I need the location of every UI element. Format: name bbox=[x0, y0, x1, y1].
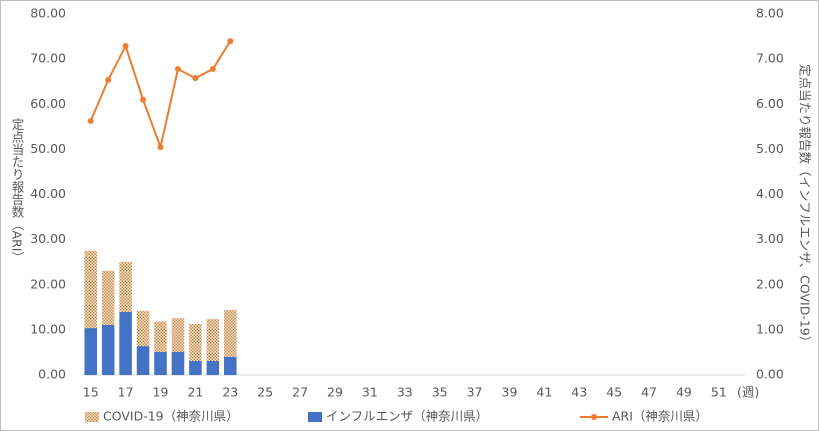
x-tick-label: 21 bbox=[187, 385, 203, 400]
x-tick-label: 17 bbox=[118, 385, 134, 400]
bar bbox=[154, 321, 167, 352]
bar bbox=[206, 319, 220, 362]
x-tick-label: 31 bbox=[362, 385, 378, 400]
y2-tick-label: 0.00 bbox=[756, 367, 784, 382]
y-tick-label: 70.00 bbox=[30, 51, 66, 66]
y2-tick-label: 7.00 bbox=[756, 51, 784, 66]
x-tick-label: 15 bbox=[83, 385, 99, 400]
y2-tick-label: 5.00 bbox=[756, 141, 784, 156]
line-marker bbox=[105, 76, 112, 83]
x-tick-label: 45 bbox=[606, 385, 622, 400]
x-tick-label: 23 bbox=[222, 385, 238, 400]
x-tick-label: 37 bbox=[467, 385, 483, 400]
y2-tick-label: 8.00 bbox=[756, 6, 784, 21]
y2-tick-label: 2.00 bbox=[756, 276, 784, 291]
bar bbox=[189, 361, 202, 375]
legend-label: COVID-19（神奈川県） bbox=[103, 409, 239, 424]
x-tick-label: 27 bbox=[292, 385, 308, 400]
line-marker bbox=[157, 144, 164, 151]
line-marker bbox=[87, 117, 94, 124]
line-marker bbox=[122, 43, 129, 50]
x-tick-label: 47 bbox=[641, 385, 657, 400]
legend-label: ARI（神奈川県） bbox=[612, 409, 708, 424]
x-tick-label: 19 bbox=[153, 385, 169, 400]
y-tick-label: 50.00 bbox=[30, 141, 66, 156]
legend-label: インフルエンザ（神奈川県） bbox=[326, 409, 488, 424]
x-tick-label: 41 bbox=[536, 385, 552, 400]
bar bbox=[101, 324, 115, 375]
bar bbox=[171, 351, 185, 375]
line-marker bbox=[140, 96, 147, 103]
x-tick-label: 29 bbox=[327, 385, 343, 400]
bar bbox=[189, 324, 202, 362]
line-marker bbox=[174, 66, 181, 73]
y2-axis-label: 定点当たり報告数（インフルエンザ、COVID-19） bbox=[798, 64, 813, 348]
bar bbox=[136, 346, 150, 375]
bar bbox=[119, 261, 132, 312]
y-tick-label: 10.00 bbox=[30, 321, 66, 336]
bar bbox=[101, 270, 115, 325]
x-tick-label: 49 bbox=[676, 385, 692, 400]
x-tick-label: 25 bbox=[257, 385, 273, 400]
x-axis-label: (週) bbox=[737, 385, 759, 400]
x-tick-label: 43 bbox=[571, 385, 587, 400]
bar bbox=[84, 328, 98, 375]
y-tick-label: 60.00 bbox=[30, 96, 66, 111]
line-marker bbox=[227, 38, 234, 45]
bar bbox=[171, 318, 185, 352]
line-marker bbox=[209, 66, 216, 73]
y-tick-label: 0.00 bbox=[38, 367, 66, 382]
bar bbox=[224, 356, 237, 375]
y-tick-label: 20.00 bbox=[30, 276, 66, 291]
bar bbox=[154, 351, 167, 375]
y-tick-label: 30.00 bbox=[30, 231, 66, 246]
bar bbox=[206, 361, 220, 375]
bar bbox=[136, 310, 150, 347]
legend-swatch bbox=[591, 414, 597, 420]
y2-tick-label: 4.00 bbox=[756, 186, 784, 201]
line-marker bbox=[192, 75, 199, 82]
bar bbox=[224, 310, 237, 357]
y2-tick-label: 3.00 bbox=[756, 231, 784, 246]
y-axis-label: 定点当たり報告数（ARI） bbox=[10, 117, 25, 264]
legend-swatch bbox=[85, 412, 99, 422]
x-tick-label: 33 bbox=[397, 385, 413, 400]
y-tick-label: 40.00 bbox=[30, 186, 66, 201]
y-tick-label: 80.00 bbox=[30, 6, 66, 21]
bar bbox=[119, 311, 132, 375]
x-tick-label: 35 bbox=[432, 385, 448, 400]
y2-tick-label: 1.00 bbox=[756, 321, 784, 336]
legend-swatch bbox=[308, 412, 322, 422]
x-tick-label: 39 bbox=[502, 385, 518, 400]
bar bbox=[84, 250, 98, 329]
x-tick-label: 51 bbox=[711, 385, 727, 400]
y2-tick-label: 6.00 bbox=[756, 96, 784, 111]
